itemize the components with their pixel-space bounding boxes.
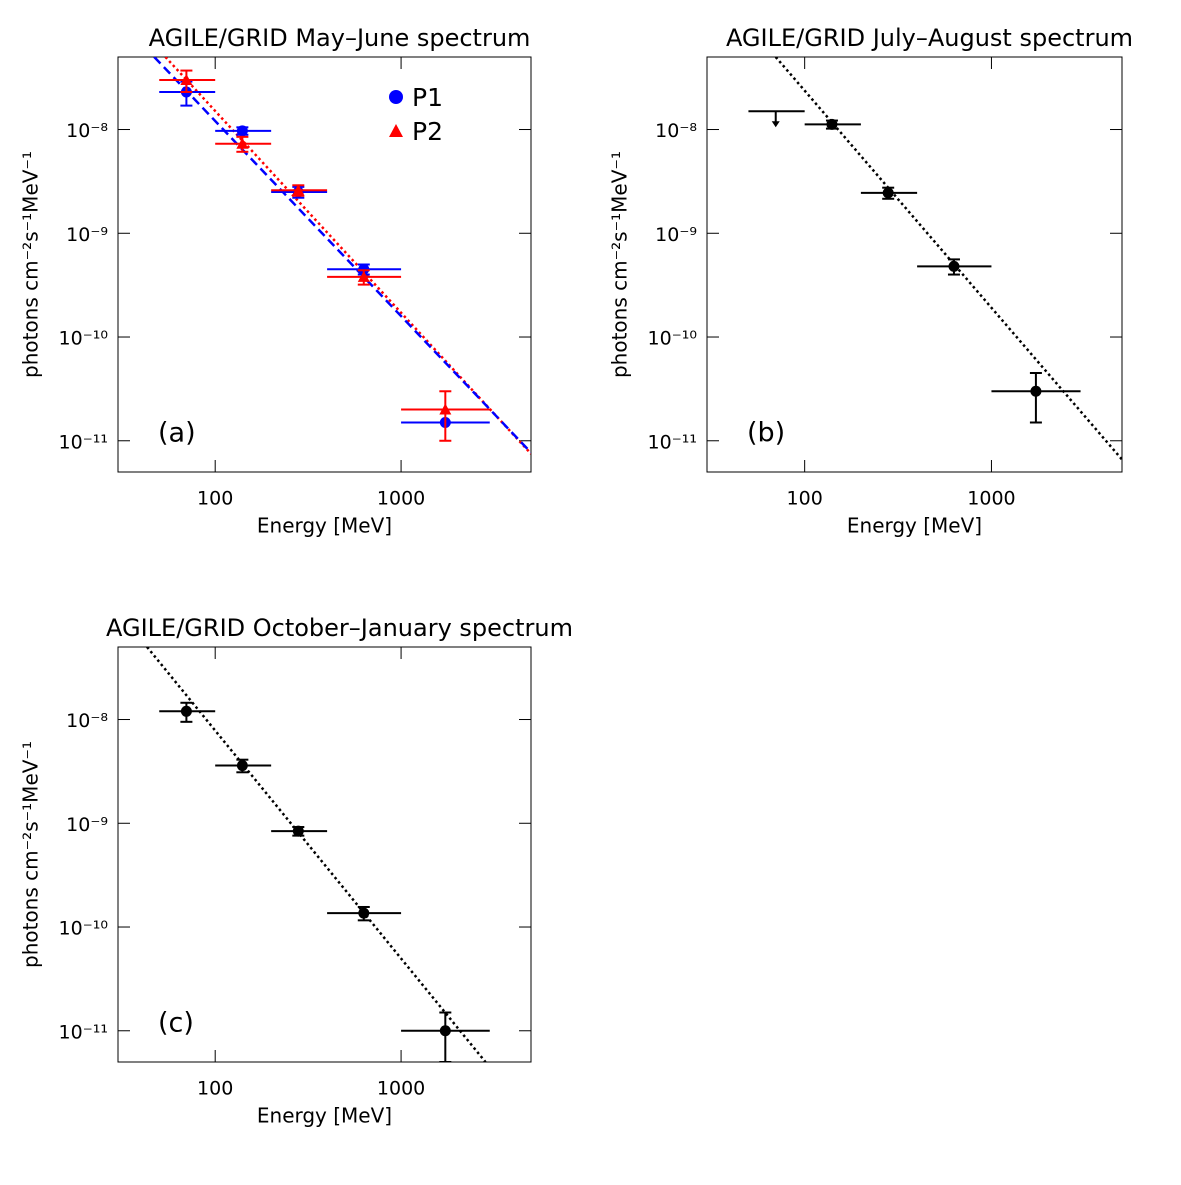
- chart-title: AGILE/GRID May–June spectrum: [149, 24, 531, 52]
- data-point: [180, 74, 193, 86]
- chart-title: AGILE/GRID July–August spectrum: [726, 24, 1133, 52]
- y-tick-label: 10⁻¹⁰: [59, 918, 108, 940]
- fit-line: [153, 57, 531, 454]
- x-tick-label: 1000: [377, 1078, 425, 1100]
- plot-frame: [117, 56, 532, 473]
- x-tick-label: 1000: [967, 488, 1015, 510]
- y-axis-label: photons cm⁻²s⁻¹MeV⁻¹: [19, 151, 43, 378]
- plot-area: [748, 57, 1122, 461]
- data-point: [439, 1025, 451, 1037]
- plot-area: [146, 647, 490, 1062]
- y-axis-label: photons cm⁻²s⁻¹MeV⁻¹: [19, 741, 43, 968]
- data-point: [358, 907, 370, 919]
- annotation: (a): [158, 418, 196, 449]
- data-point: [882, 187, 894, 199]
- plot-area: [153, 57, 531, 455]
- data-point: [236, 125, 248, 137]
- data-point: [948, 260, 960, 272]
- fit-line: [164, 57, 531, 455]
- x-tick-label: 1000: [377, 488, 425, 510]
- data-point: [236, 137, 249, 149]
- annotation: (b): [747, 418, 785, 449]
- plot-frame: [706, 56, 1123, 473]
- plot-frame: [117, 646, 532, 1063]
- legend-label: P2: [412, 117, 443, 146]
- x-axis-label: Energy [MeV]: [847, 514, 982, 538]
- y-tick-label: 10⁻⁹: [655, 224, 697, 246]
- y-tick-label: 10⁻⁹: [66, 814, 108, 836]
- y-tick-label: 10⁻¹¹: [59, 1021, 108, 1043]
- legend-marker: [389, 90, 403, 104]
- x-axis-label: Energy [MeV]: [257, 514, 392, 538]
- data-point: [292, 184, 305, 196]
- data-point: [357, 270, 370, 282]
- data-point: [236, 760, 248, 772]
- x-tick-label: 100: [197, 488, 233, 510]
- annotation: (c): [158, 1008, 194, 1039]
- legend-marker: [389, 124, 403, 137]
- panel: AGILE/GRID July–August spectrum Energy [M…: [608, 24, 1134, 538]
- upper-limit-head: [771, 121, 780, 128]
- y-tick-label: 10⁻⁸: [66, 710, 108, 732]
- y-tick-label: 10⁻¹⁰: [648, 328, 697, 350]
- y-tick-label: 10⁻⁸: [655, 120, 697, 142]
- data-point: [1030, 385, 1042, 397]
- y-tick-label: 10⁻¹⁰: [59, 328, 108, 350]
- data-point: [292, 825, 304, 837]
- x-tick-label: 100: [197, 1078, 233, 1100]
- y-tick-label: 10⁻⁹: [66, 224, 108, 246]
- y-axis-label: photons cm⁻²s⁻¹MeV⁻¹: [608, 151, 632, 378]
- data-point: [439, 403, 452, 415]
- data-point: [180, 705, 192, 717]
- chart-title: AGILE/GRID October–January spectrum: [106, 614, 573, 642]
- legend-label: P1: [412, 83, 443, 112]
- data-point: [358, 263, 370, 275]
- data-point: [826, 118, 838, 130]
- y-tick-label: 10⁻¹¹: [648, 431, 697, 453]
- fit-line: [146, 647, 487, 1062]
- x-axis-label: Energy [MeV]: [257, 1104, 392, 1128]
- x-tick-label: 100: [787, 488, 823, 510]
- y-tick-label: 10⁻⁸: [66, 120, 108, 142]
- panel: AGILE/GRID May–June spectrum Energy [MeV]…: [19, 24, 532, 538]
- panel: AGILE/GRID October–January spectrum Energ…: [19, 614, 573, 1128]
- y-tick-label: 10⁻¹¹: [59, 431, 108, 453]
